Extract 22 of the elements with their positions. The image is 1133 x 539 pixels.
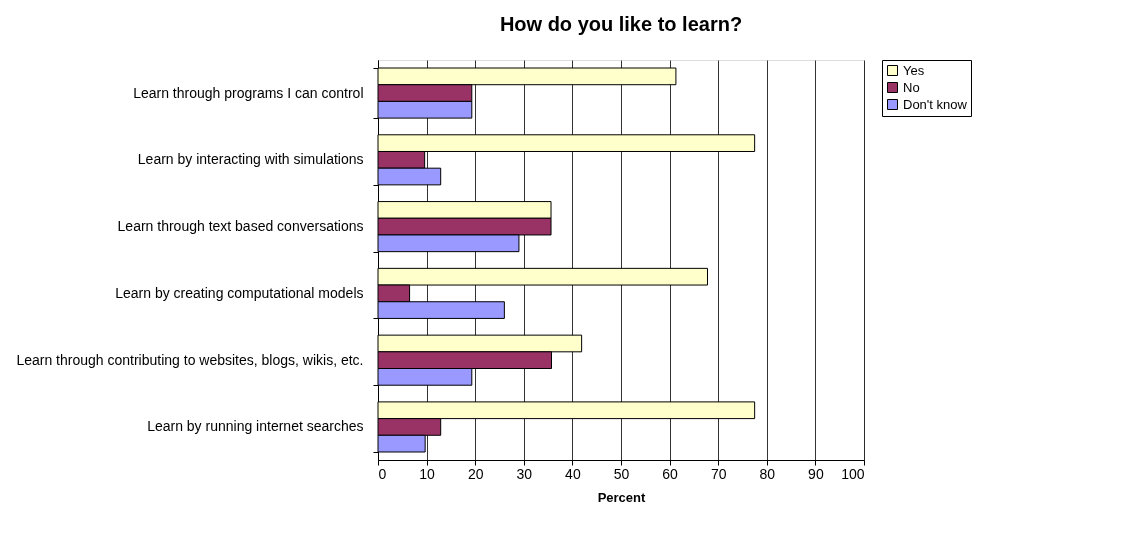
x-tick-label: 90 [808,465,824,482]
y-tick-label: Learn through programs I can control [133,84,364,101]
x-tick-label: 50 [613,465,630,482]
legend-label: Don't know [903,96,968,112]
y-tick-label: Learn through contributing to websites, blogs, wikis, etc. [16,351,364,368]
y-tick-label: Learn through text based conversations [117,218,364,235]
x-tick-label: 100 [841,465,865,482]
x-tick-label: 60 [662,465,679,482]
y-tick-label: Learn by running internet searches [147,418,364,435]
chart-title: How do you like to learn? [499,13,743,35]
x-axis-title: Percent [597,489,647,505]
legend-label: Yes [903,62,925,78]
x-tick-label: 0 [378,465,387,482]
x-tick-label: 80 [759,465,776,482]
y-tick-label: Learn by creating computational models [115,284,364,301]
x-tick-label: 30 [516,465,533,482]
x-tick-label: 40 [565,465,581,482]
x-tick-label: 70 [710,465,727,482]
x-tick-label: 10 [419,465,436,482]
y-tick-label: Learn by interacting with simulations [137,151,364,168]
legend-label: No [903,79,920,95]
x-tick-label: 20 [467,465,484,482]
